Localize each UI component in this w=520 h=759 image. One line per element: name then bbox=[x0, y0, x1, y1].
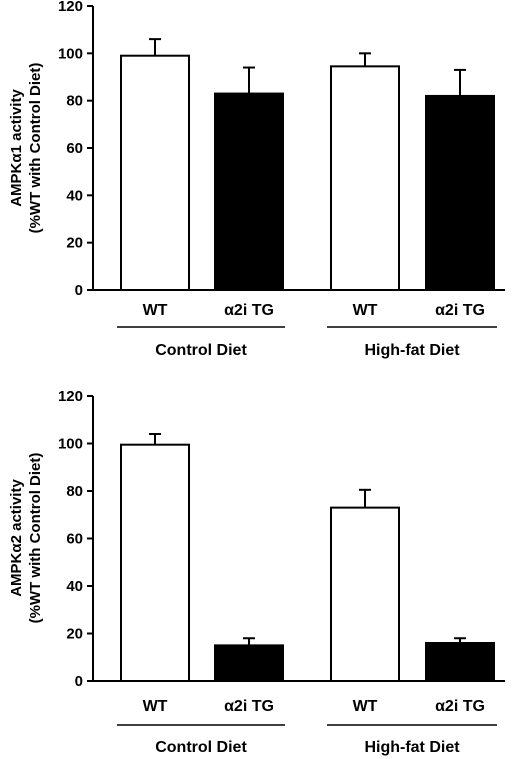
y-tick-label: 0 bbox=[75, 282, 83, 299]
chart-ampk-alpha1: 0 20 40 60 80 100 120 WT α2i TG WT α2i TG Control D… bbox=[8, 0, 505, 359]
chart-ampk-alpha2: 0 20 40 60 80 100 120 WT α2i TG WT α2i TG Control D… bbox=[8, 388, 505, 756]
y-tick-label: 100 bbox=[58, 436, 83, 453]
y-tick-label: 100 bbox=[58, 45, 83, 62]
bar-a2i-tg bbox=[214, 644, 284, 682]
bar-a2i-tg bbox=[425, 642, 495, 682]
y-axis-label: AMPKα1 activity bbox=[8, 89, 25, 207]
bar-wt bbox=[330, 506, 400, 682]
bar-a2i-tg bbox=[425, 94, 495, 291]
y-tick-label: 120 bbox=[58, 388, 83, 405]
x-category-label: WT bbox=[353, 302, 378, 319]
x-category-label: α2i TG bbox=[224, 698, 274, 715]
x-category-label: α2i TG bbox=[435, 698, 485, 715]
y-tick-label: 0 bbox=[75, 673, 83, 690]
y-tick-label: 120 bbox=[58, 0, 83, 15]
group-label: High-fat Diet bbox=[364, 739, 460, 756]
y-tick-label: 40 bbox=[66, 578, 83, 595]
y-axis-label-units: (%WT with Control Diet) bbox=[27, 453, 44, 624]
bar-wt bbox=[120, 443, 190, 682]
y-tick-label: 20 bbox=[66, 626, 83, 643]
y-tick-label: 80 bbox=[66, 93, 83, 110]
x-category-label: WT bbox=[143, 302, 168, 319]
x-category-label: α2i TG bbox=[435, 302, 485, 319]
y-tick-label: 60 bbox=[66, 140, 83, 157]
x-category-label: WT bbox=[143, 698, 168, 715]
group-label: Control Diet bbox=[155, 739, 247, 756]
y-axis-label-units: (%WT with Control Diet) bbox=[27, 63, 44, 234]
bar-wt bbox=[330, 65, 400, 291]
bar-wt bbox=[120, 54, 190, 292]
group-label: Control Diet bbox=[155, 342, 247, 359]
bar-a2i-tg bbox=[214, 92, 284, 291]
x-category-label: WT bbox=[353, 698, 378, 715]
y-tick-label: 20 bbox=[66, 235, 83, 252]
y-tick-label: 40 bbox=[66, 187, 83, 204]
y-tick-label: 80 bbox=[66, 483, 83, 500]
x-category-label: α2i TG bbox=[224, 302, 274, 319]
y-tick-label: 60 bbox=[66, 531, 83, 548]
y-axis-label: AMPKα2 activity bbox=[8, 479, 25, 597]
group-label: High-fat Diet bbox=[364, 342, 460, 359]
